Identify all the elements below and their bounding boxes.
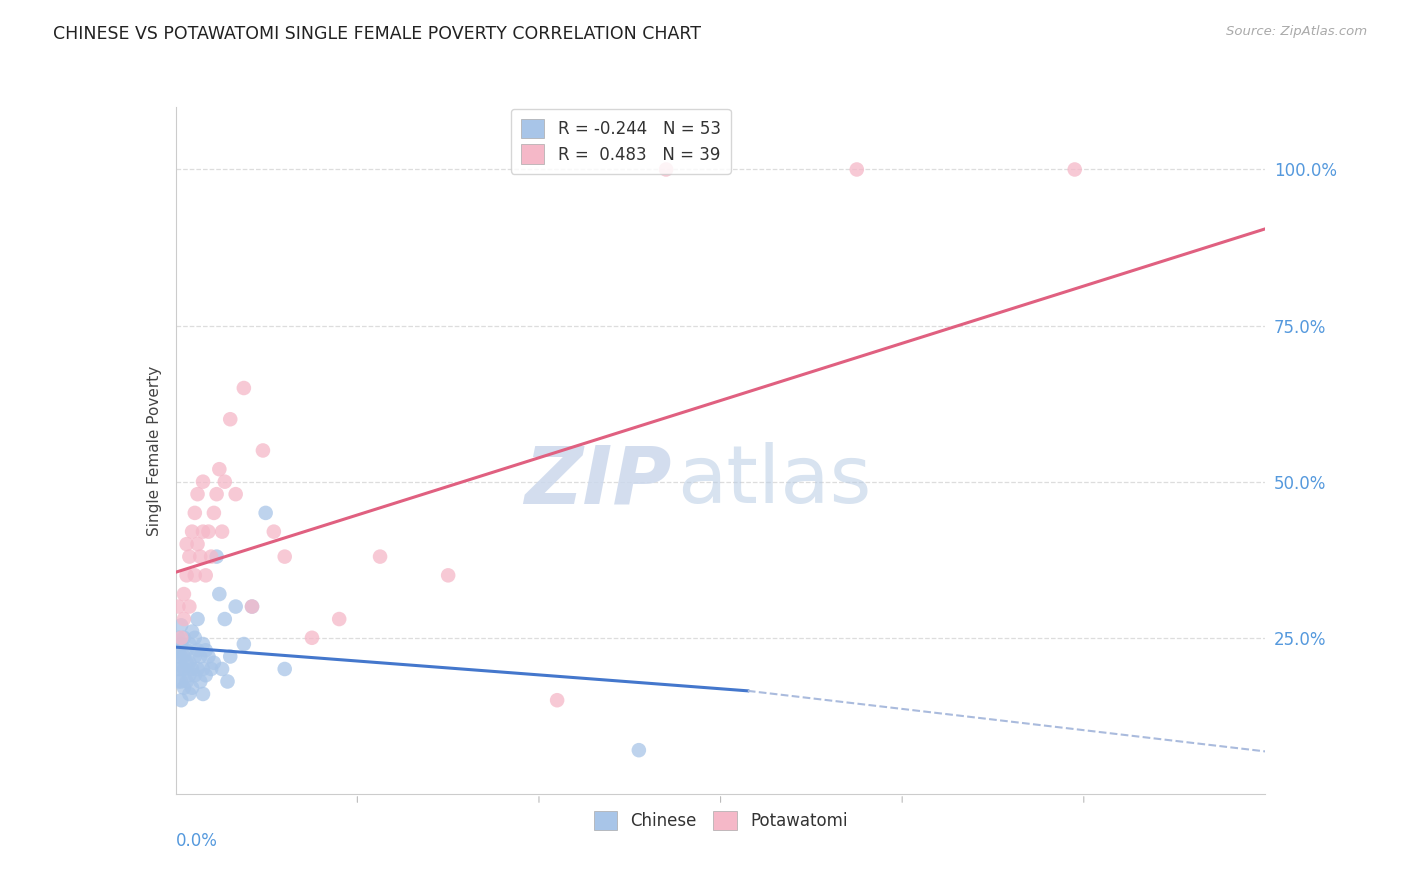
Point: [170, 693, 193, 707]
Point: [170, 674, 193, 689]
Point: [184, 649, 207, 664]
Point: [217, 674, 239, 689]
Point: [274, 549, 297, 564]
Point: [208, 587, 231, 601]
Point: [173, 587, 195, 601]
Point: [191, 687, 214, 701]
Point: [179, 599, 201, 614]
Point: [167, 631, 190, 645]
Point: [191, 662, 214, 676]
Point: [211, 662, 233, 676]
Point: [200, 549, 222, 564]
Text: 0.0%: 0.0%: [176, 831, 218, 850]
Point: [301, 631, 323, 645]
Point: [181, 681, 204, 695]
Point: [205, 487, 228, 501]
Point: [170, 662, 193, 676]
Point: [186, 487, 209, 501]
Point: [186, 643, 209, 657]
Point: [179, 668, 201, 682]
Point: [173, 681, 195, 695]
Point: [184, 506, 207, 520]
Point: [368, 549, 391, 564]
Point: [167, 643, 190, 657]
Point: [184, 631, 207, 645]
Point: [191, 524, 214, 539]
Point: [252, 443, 274, 458]
Point: [254, 506, 277, 520]
Point: [176, 656, 198, 670]
Point: [173, 631, 195, 645]
Point: [1063, 162, 1085, 177]
Point: [167, 674, 190, 689]
Point: [184, 668, 207, 682]
Point: [194, 643, 217, 657]
Point: [179, 687, 201, 701]
Point: [191, 475, 214, 489]
Point: [627, 743, 650, 757]
Point: [184, 568, 207, 582]
Text: ZIP: ZIP: [524, 442, 672, 520]
Point: [263, 524, 285, 539]
Point: [240, 599, 263, 614]
Point: [176, 643, 198, 657]
Point: [179, 656, 201, 670]
Point: [167, 599, 190, 614]
Point: [232, 381, 254, 395]
Point: [179, 637, 201, 651]
Point: [167, 649, 190, 664]
Point: [181, 524, 204, 539]
Point: [186, 662, 209, 676]
Point: [219, 649, 242, 664]
Point: [170, 618, 193, 632]
Point: [211, 524, 233, 539]
Point: [197, 649, 219, 664]
Point: [208, 462, 231, 476]
Point: [170, 649, 193, 664]
Text: Source: ZipAtlas.com: Source: ZipAtlas.com: [1226, 25, 1367, 38]
Point: [173, 662, 195, 676]
Point: [176, 674, 198, 689]
Point: [176, 537, 198, 551]
Point: [194, 668, 217, 682]
Point: [170, 637, 193, 651]
Point: [240, 599, 263, 614]
Point: [200, 662, 222, 676]
Point: [225, 599, 247, 614]
Point: [186, 612, 209, 626]
Point: [845, 162, 868, 177]
Point: [170, 631, 193, 645]
Point: [214, 612, 236, 626]
Point: [191, 637, 214, 651]
Point: [188, 649, 211, 664]
Point: [202, 506, 225, 520]
Point: [197, 524, 219, 539]
Point: [225, 487, 247, 501]
Y-axis label: Single Female Poverty: Single Female Poverty: [146, 366, 162, 535]
Point: [274, 662, 297, 676]
Point: [181, 624, 204, 639]
Point: [205, 549, 228, 564]
Point: [176, 568, 198, 582]
Point: [546, 693, 568, 707]
Point: [214, 475, 236, 489]
Point: [167, 662, 190, 676]
Point: [181, 662, 204, 676]
Text: atlas: atlas: [678, 442, 872, 520]
Point: [202, 656, 225, 670]
Point: [219, 412, 242, 426]
Point: [328, 612, 350, 626]
Point: [179, 549, 201, 564]
Point: [173, 649, 195, 664]
Point: [655, 162, 678, 177]
Point: [186, 537, 209, 551]
Point: [232, 637, 254, 651]
Point: [437, 568, 460, 582]
Point: [194, 568, 217, 582]
Legend: Chinese, Potawatomi: Chinese, Potawatomi: [586, 805, 855, 837]
Point: [188, 549, 211, 564]
Point: [188, 674, 211, 689]
Point: [173, 612, 195, 626]
Text: CHINESE VS POTAWATOMI SINGLE FEMALE POVERTY CORRELATION CHART: CHINESE VS POTAWATOMI SINGLE FEMALE POVE…: [53, 25, 702, 43]
